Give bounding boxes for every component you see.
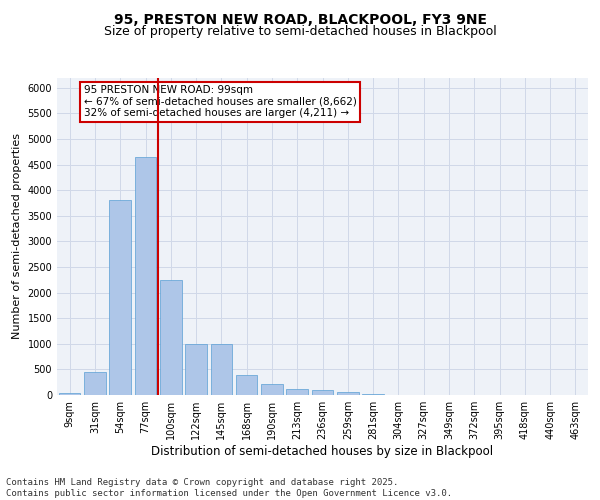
Bar — [160, 280, 182, 395]
Bar — [261, 384, 283, 395]
Text: Size of property relative to semi-detached houses in Blackpool: Size of property relative to semi-detach… — [104, 25, 496, 38]
Bar — [286, 390, 308, 395]
Bar — [312, 390, 333, 395]
Bar — [59, 394, 80, 395]
Text: 95, PRESTON NEW ROAD, BLACKPOOL, FY3 9NE: 95, PRESTON NEW ROAD, BLACKPOOL, FY3 9NE — [113, 12, 487, 26]
Text: Contains HM Land Registry data © Crown copyright and database right 2025.
Contai: Contains HM Land Registry data © Crown c… — [6, 478, 452, 498]
Bar — [211, 344, 232, 395]
Bar — [236, 374, 257, 395]
Bar — [337, 392, 359, 395]
Y-axis label: Number of semi-detached properties: Number of semi-detached properties — [12, 133, 22, 339]
Text: 95 PRESTON NEW ROAD: 99sqm
← 67% of semi-detached houses are smaller (8,662)
32%: 95 PRESTON NEW ROAD: 99sqm ← 67% of semi… — [83, 85, 356, 118]
Bar — [135, 157, 156, 395]
Bar — [185, 344, 207, 395]
Bar — [109, 200, 131, 395]
Bar — [84, 372, 106, 395]
X-axis label: Distribution of semi-detached houses by size in Blackpool: Distribution of semi-detached houses by … — [151, 445, 494, 458]
Bar — [362, 394, 384, 395]
